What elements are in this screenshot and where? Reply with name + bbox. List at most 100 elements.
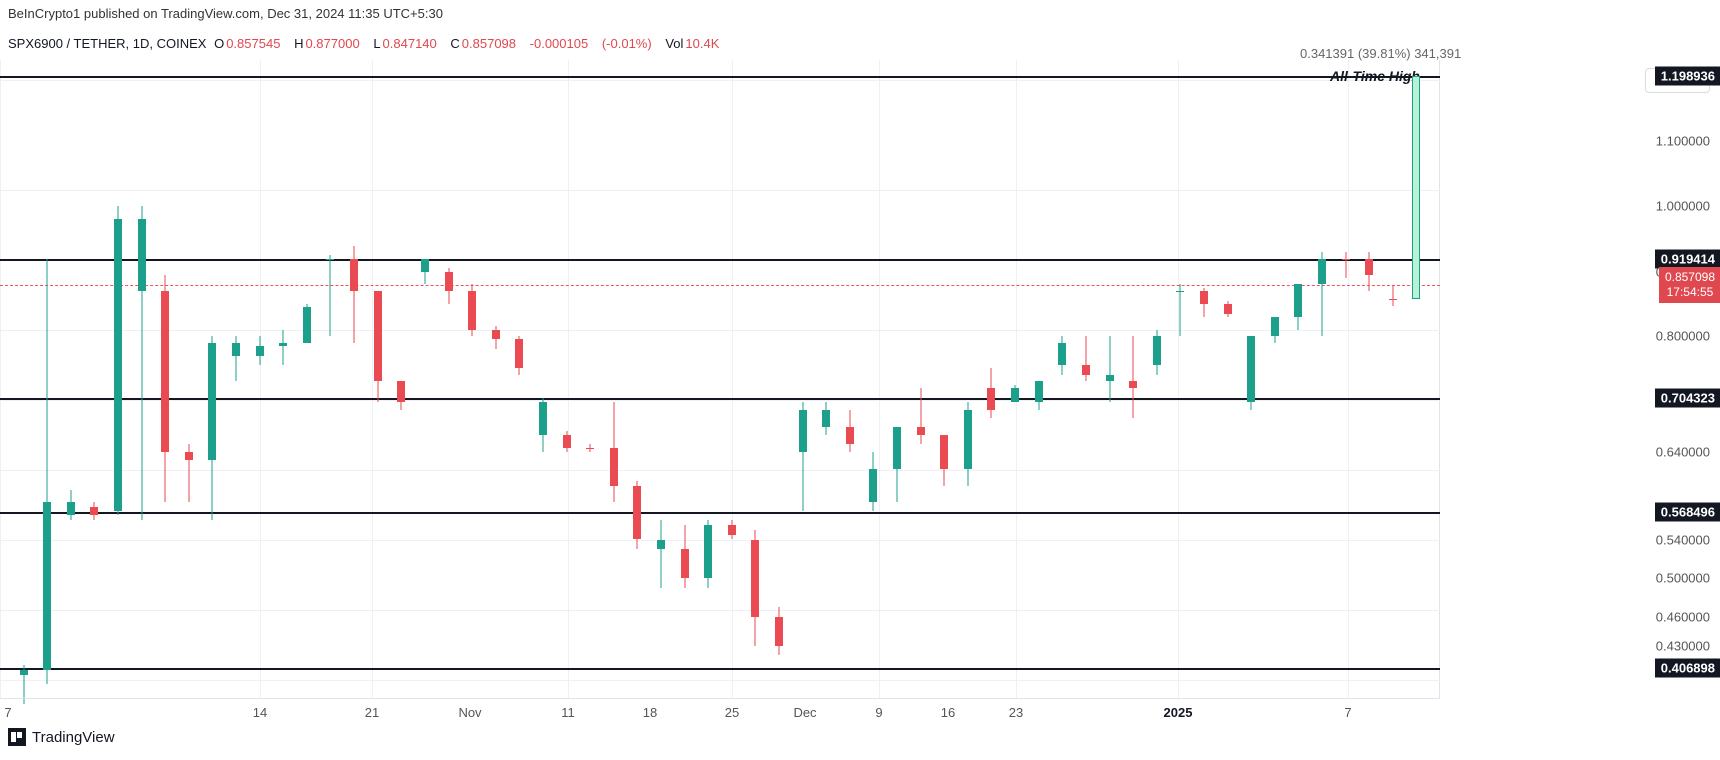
candle-body-9 — [232, 343, 240, 356]
level-line-0568496 — [0, 512, 1440, 514]
candle-body-55 — [1318, 259, 1326, 285]
x-tick-label-25: 25 — [725, 705, 739, 720]
x-tick-label-7: 7 — [1344, 705, 1351, 720]
x-tick-label-18: 18 — [643, 705, 657, 720]
vol-label: Vol — [665, 36, 683, 51]
pct-change-annotation: 0.341391 (39.81%) 341,391 — [1300, 46, 1461, 61]
candle-body-50 — [1200, 291, 1208, 304]
candle-wick-13 — [330, 255, 331, 336]
candle-body-30 — [728, 525, 736, 535]
candle-body-25 — [610, 448, 618, 486]
candle-body-8 — [208, 343, 216, 461]
candle-body-28 — [681, 549, 689, 578]
candlestick-chart-root: BeInCrypto1 published on TradingView.com… — [0, 0, 1720, 760]
gridline-vertical — [879, 60, 880, 698]
gridline-horizontal — [0, 540, 1440, 541]
candle-body-27 — [657, 540, 665, 550]
current-price-label: 0.857098 17:54:55 — [1659, 267, 1720, 303]
candle-body-10 — [256, 346, 264, 356]
change-abs-value: -0.000105 — [530, 36, 589, 51]
candle-body-52 — [1247, 336, 1255, 401]
x-tick-label-14: 14 — [253, 705, 267, 720]
gridline-vertical — [1178, 60, 1179, 698]
candle-body-57 — [1365, 259, 1373, 275]
x-tick-label-23: 23 — [1009, 705, 1023, 720]
candle-body-15 — [374, 291, 382, 381]
candle-body-13 — [326, 259, 334, 261]
tradingview-watermark: TradingView — [8, 728, 115, 746]
candle-body-35 — [846, 427, 854, 444]
tradingview-logo-icon — [8, 728, 26, 746]
low-value: 0.847140 — [383, 36, 437, 51]
symbol-label[interactable]: SPX6900 / TETHER, 1D, COINEX — [8, 36, 206, 51]
gridline-vertical — [260, 60, 261, 698]
candle-body-51 — [1224, 304, 1232, 314]
candle-body-45 — [1082, 365, 1090, 375]
y-level-label-0.406898: 0.406898 — [1655, 659, 1720, 678]
candle-body-41 — [987, 388, 995, 410]
open-label: O — [214, 36, 224, 51]
gridline-vertical — [1016, 60, 1017, 698]
candle-body-22 — [539, 402, 547, 436]
candle-wick-46 — [1109, 336, 1110, 401]
candle-body-2 — [67, 502, 75, 515]
candle-body-53 — [1271, 317, 1279, 336]
candle-body-11 — [279, 343, 287, 346]
x-tick-label-Dec: Dec — [793, 705, 816, 720]
candle-body-49 — [1176, 291, 1184, 293]
candle-body-34 — [822, 410, 830, 427]
gridline-horizontal — [0, 610, 1440, 611]
candle-body-44 — [1058, 343, 1066, 366]
chart-plot-area[interactable]: 0.341391 (39.81%) 341,391 All-Time High … — [0, 60, 1440, 698]
candle-body-32 — [775, 617, 783, 646]
candle-body-18 — [445, 272, 453, 291]
y-tick-label-0.46: 0.460000 — [1656, 609, 1710, 624]
gridline-vertical — [1348, 60, 1349, 698]
x-tick-label-Nov: Nov — [458, 705, 481, 720]
y-axis[interactable]: USDT 1.1989361.1000001.0000000.9194140.9… — [1440, 60, 1720, 698]
gridline-vertical — [568, 60, 569, 698]
candle-body-37 — [893, 427, 901, 469]
candle-body-43 — [1035, 381, 1043, 401]
candle-body-42 — [1011, 388, 1019, 402]
candle-body-20 — [492, 330, 500, 340]
y-tick-label-1.1: 1.100000 — [1656, 133, 1710, 148]
x-tick-label-9: 9 — [875, 705, 882, 720]
candle-body-36 — [869, 469, 877, 503]
y-level-label-1.198936: 1.198936 — [1655, 67, 1720, 86]
candle-body-5 — [138, 219, 146, 291]
candle-body-24 — [586, 448, 594, 450]
current-price-dashed-line — [0, 285, 1440, 286]
x-axis[interactable]: 7 14 21 Nov 11 18 25 Dec 9 16 23 2025 7 — [0, 698, 1440, 728]
x-tick-label-21: 21 — [365, 705, 379, 720]
candle-body-47 — [1129, 381, 1137, 387]
gridline-horizontal — [0, 190, 1440, 191]
gridline-horizontal — [0, 680, 1440, 681]
candle-body-48 — [1153, 336, 1161, 365]
y-level-label-0.568496: 0.568496 — [1655, 503, 1720, 522]
candle-body-59 — [1412, 76, 1420, 299]
candle-body-46 — [1106, 375, 1114, 381]
candle-body-39 — [940, 435, 948, 469]
candle-body-0 — [20, 670, 28, 675]
close-label: C — [450, 36, 459, 51]
candle-body-31 — [751, 540, 759, 617]
candle-wick-47 — [1133, 336, 1134, 418]
gridline-horizontal — [0, 470, 1440, 471]
candle-body-6 — [161, 291, 169, 452]
candle-wick-11 — [283, 330, 284, 366]
x-tick-label-16: 16 — [941, 705, 955, 720]
gridline-horizontal — [0, 330, 1440, 331]
candle-body-3 — [90, 507, 98, 516]
candle-body-23 — [563, 435, 571, 448]
tradingview-watermark-text: TradingView — [32, 729, 115, 746]
level-line-0406898 — [0, 668, 1440, 670]
vol-value: 10.4K — [685, 36, 719, 51]
candle-body-40 — [964, 410, 972, 469]
gridline-horizontal — [0, 80, 1440, 81]
gridline-vertical — [0, 60, 1, 698]
candle-body-58 — [1389, 299, 1397, 301]
high-value: 0.877000 — [305, 36, 359, 51]
candle-body-38 — [917, 427, 925, 435]
candle-body-56 — [1342, 259, 1350, 261]
